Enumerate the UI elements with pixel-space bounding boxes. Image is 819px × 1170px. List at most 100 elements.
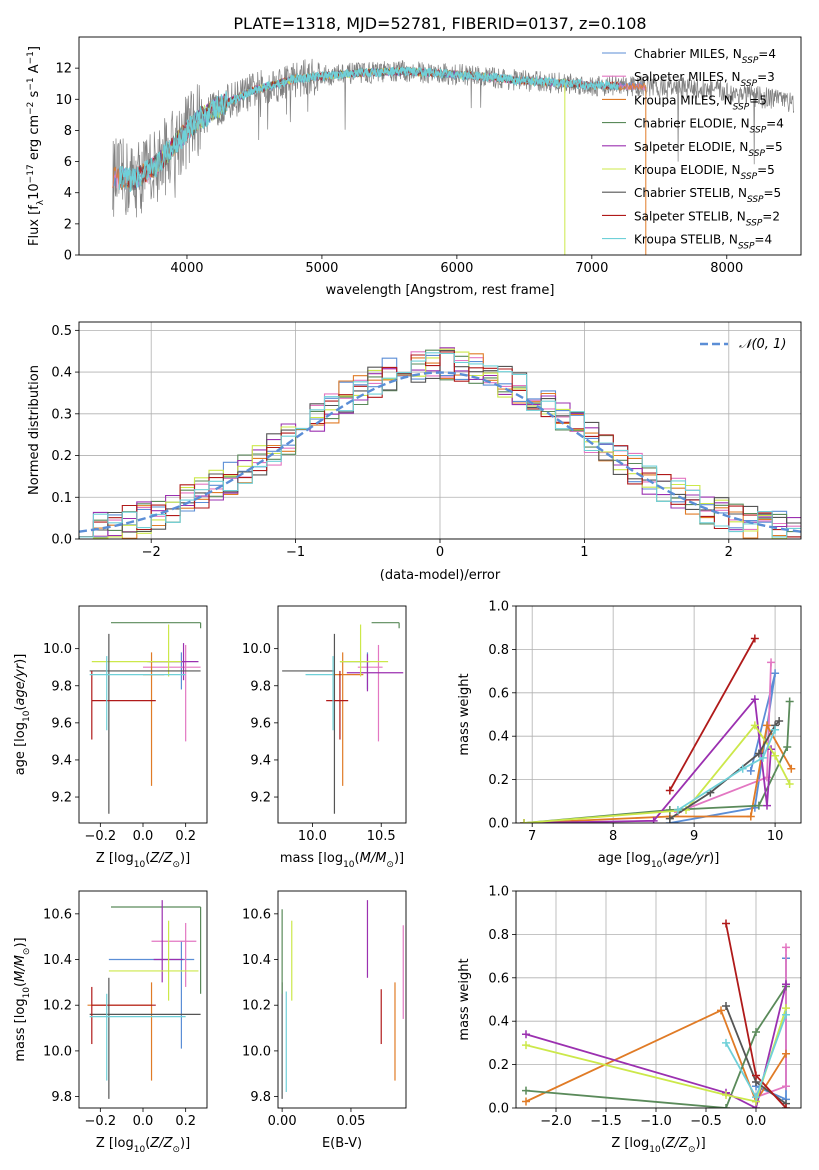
- weight-marker-salpeter_stelib: [750, 634, 759, 643]
- weight-marker-kroupa_miles: [782, 1049, 790, 1058]
- x-tick-label: −0.2: [85, 1114, 117, 1129]
- best-model-spectrum: [118, 66, 619, 192]
- axes-frame: [277, 605, 407, 824]
- weight-marker-salpeter_stelib: [782, 1104, 790, 1108]
- y-axis-label: mass weight: [457, 673, 472, 755]
- x-tick-label: 2: [725, 545, 733, 560]
- y-tick-label: 0.4: [51, 366, 72, 381]
- y-tick-label: 0.3: [51, 407, 72, 422]
- weight-marker-kroupa_stelib: [738, 764, 747, 773]
- y-tick-label: 4: [64, 186, 72, 201]
- weight-marker-salpeter_stelib: [665, 786, 674, 795]
- weight-marker-salpeter_elodie: [649, 816, 658, 823]
- normal-curve: [79, 371, 801, 533]
- weight-marker-salpeter_miles: [782, 1082, 790, 1091]
- x-axis-label: wavelength [Angstrom, rest frame]: [326, 283, 555, 298]
- x-tick-label: −0.5: [690, 1114, 722, 1129]
- y-axis-label: age [log10(age/yr)]: [13, 654, 32, 776]
- x-tick-label: 10.0: [298, 829, 327, 844]
- y-tick-label: 9.2: [51, 791, 72, 806]
- weight-line-salpeter_stelib: [669, 638, 756, 791]
- x-axis-label: mass [log10(M/M⊙)]: [280, 851, 404, 870]
- residual-histogram-kroupa_stelib: [79, 352, 801, 539]
- weight-marker-chabrier_stelib: [775, 717, 784, 726]
- weight-marker-chabrier_stelib: [722, 1002, 730, 1011]
- weight-vs-age-panel: 7 8 9 10 0.0 0.2 0.4 0.6 0.8 1.0 age [log10(age/yr…: [457, 600, 802, 870]
- weight-line-salpeter_elodie: [524, 697, 772, 823]
- legend-label-salpeter_miles: Salpeter MILES, NSSP=3: [634, 70, 775, 89]
- x-axis-label: Z [log10(Z/Z⊙)]: [96, 1136, 190, 1155]
- y-tick-label: 1.0: [488, 600, 509, 615]
- weight-line-kroupa_miles: [525, 1009, 787, 1104]
- x-tick-label: −1: [286, 545, 305, 560]
- legend-label-normal: 𝒩(0, 1): [739, 337, 786, 352]
- legend-label-kroupa_elodie: Kroupa ELODIE, NSSP=5: [634, 163, 775, 182]
- mass-vs-metallicity-panel: −0.2 0.0 0.2 9.8 10.0 10.2 10.4 10.6 Z [log10(Z/…: [13, 890, 208, 1155]
- weight-marker-kroupa_elodie: [522, 1041, 530, 1050]
- y-tick-label: 8: [64, 124, 72, 139]
- x-tick-label: 0.2: [175, 1114, 196, 1129]
- weight-marker-kroupa_stelib: [758, 753, 767, 762]
- spectrum-legend: Chabrier MILES, NSSP=4 Salpeter MILES, NS…: [602, 47, 784, 252]
- model-spectrum-chabrier_elodie: [152, 66, 566, 178]
- y-tick-label: 10.2: [43, 999, 72, 1014]
- age-vs-metallicity-panel: −0.2 0.0 0.2 9.2 9.4 9.6 9.8 10.0 Z [log10(Z/Z⊙)…: [13, 605, 208, 870]
- y-tick-label: 10.0: [242, 642, 271, 657]
- y-tick-label: 0.1: [51, 491, 72, 506]
- y-tick-label: 0: [64, 249, 72, 264]
- y-tick-label: 2: [64, 217, 72, 232]
- x-tick-label: 9: [690, 829, 698, 844]
- y-tick-label: 9.4: [250, 753, 271, 768]
- y-axis-label: mass weight: [457, 958, 472, 1040]
- y-tick-label: 10.0: [242, 1044, 271, 1059]
- y-tick-label: 0.0: [488, 817, 509, 832]
- weight-marker-chabrier_elodie: [665, 805, 674, 814]
- y-tick-label: 0.0: [488, 1102, 509, 1117]
- plot-area: [89, 622, 202, 814]
- legend-label-chabrier_miles: Chabrier MILES, NSSP=4: [634, 47, 776, 66]
- weight-marker-chabrier_elodie: [754, 801, 763, 810]
- y-tick-label: 10.4: [43, 953, 72, 968]
- weight-marker-kroupa_elodie: [771, 751, 780, 760]
- x-tick-label: 0: [436, 545, 444, 560]
- mass-vs-extinction-panel: 0.00 0.05 9.8 10.0 10.2 10.4 10.6 E(B-V): [242, 890, 407, 1151]
- x-tick-label: 0.0: [133, 829, 154, 844]
- y-tick-label: 0.0: [51, 533, 72, 548]
- y-tick-label: 0.5: [51, 324, 72, 339]
- x-tick-label: 0.0: [746, 1114, 767, 1129]
- weight-marker-chabrier_elodie: [722, 1104, 730, 1108]
- x-axis-label: Z [log10(Z/Z⊙)]: [611, 1136, 705, 1155]
- weight-marker-chabrier_elodie: [783, 743, 792, 752]
- weight-marker-kroupa_miles: [522, 1097, 530, 1106]
- axes-frame: [515, 605, 802, 824]
- y-tick-label: 9.8: [51, 1090, 72, 1105]
- y-tick-label: 9.2: [250, 791, 271, 806]
- plot-area: [79, 322, 801, 539]
- axes-frame: [277, 890, 407, 1109]
- x-tick-label: 5000: [305, 261, 338, 276]
- y-tick-label: 0.6: [488, 686, 509, 701]
- plot-area: [516, 606, 801, 823]
- y-tick-label: 6: [64, 155, 72, 170]
- weight-marker-kroupa_miles: [787, 764, 796, 773]
- x-tick-label: −2.0: [540, 1114, 572, 1129]
- y-tick-label: 10.0: [43, 1044, 72, 1059]
- plot-area: [282, 622, 404, 814]
- model-spectrum-kroupa_elodie: [152, 67, 566, 178]
- legend-label-salpeter_elodie: Salpeter ELODIE, NSSP=5: [634, 140, 783, 159]
- plot-area: [87, 900, 202, 1099]
- y-tick-label: 10.6: [43, 907, 72, 922]
- x-tick-label: 6000: [440, 261, 473, 276]
- y-tick-label: 10.0: [43, 642, 72, 657]
- y-tick-label: 10.4: [242, 953, 271, 968]
- weight-marker-chabrier_elodie: [522, 1086, 530, 1095]
- weight-marker-salpeter_stelib: [722, 919, 730, 928]
- y-tick-label: 0.8: [488, 928, 509, 943]
- weight-marker-salpeter_miles: [767, 658, 776, 667]
- weight-marker-salpeter_stelib: [752, 1071, 760, 1080]
- y-tick-label: 12: [55, 62, 72, 77]
- y-tick-label: 0.4: [488, 730, 509, 745]
- legend-label-chabrier_stelib: Chabrier STELIB, NSSP=5: [634, 186, 781, 205]
- weight-marker-salpeter_elodie: [762, 801, 771, 810]
